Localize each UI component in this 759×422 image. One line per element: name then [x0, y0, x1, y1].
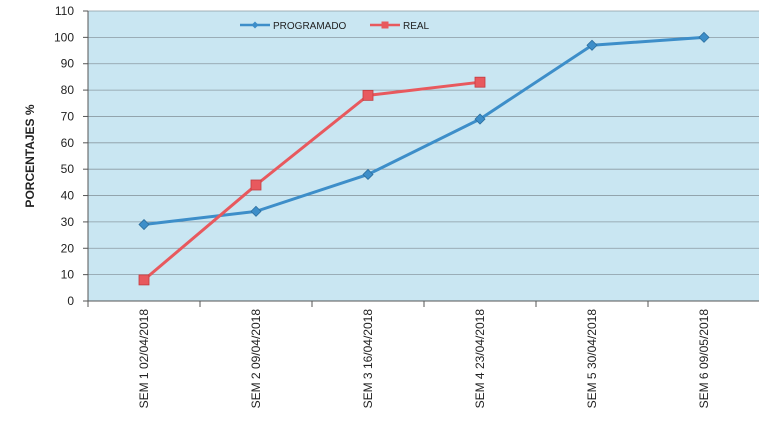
- data-point: [250, 179, 262, 191]
- data-point: [250, 205, 262, 217]
- y-tick-label: 50: [61, 162, 75, 176]
- legend: PROGRAMADO REAL: [240, 21, 430, 32]
- legend-label: PROGRAMADO: [273, 21, 347, 32]
- legend-marker: [251, 21, 259, 29]
- y-tick-label: 110: [55, 4, 74, 18]
- x-tick-label: SEM 5 30/04/2018: [585, 309, 599, 409]
- x-tick-label: SEM 3 16/04/2018: [361, 309, 375, 409]
- x-tick-label: SEM 2 09/04/2018: [249, 309, 263, 409]
- y-tick-label: 60: [61, 136, 75, 150]
- y-tick-label: 80: [61, 83, 75, 97]
- y-tick-label: 30: [61, 215, 75, 229]
- axes: [87, 11, 759, 307]
- plot-area: [88, 11, 759, 301]
- y-tick-label: 10: [61, 268, 75, 282]
- x-tick-label: SEM 4 23/04/2018: [473, 309, 487, 409]
- data-point: [362, 168, 374, 181]
- y-tick-label: 40: [61, 189, 75, 203]
- data-point: [698, 31, 710, 43]
- legend-label: REAL: [403, 21, 430, 32]
- series-line-programado: [143, 35, 705, 227]
- x-tick-label: SEM 1 02/04/2018: [137, 309, 151, 409]
- data-point: [474, 113, 486, 125]
- y-tick-label: 20: [61, 241, 75, 255]
- y-tick-label: 90: [61, 57, 75, 71]
- y-axis-label: PORCENTAJES %: [23, 104, 37, 207]
- x-tick-label: SEM 6 09/05/2018: [697, 309, 711, 409]
- data-point: [362, 89, 374, 101]
- series-lines: [138, 31, 710, 286]
- series-line-real: [143, 80, 481, 282]
- data-point: [138, 274, 150, 286]
- y-tick-labels: 0 10 20 30 40 50 60 70 80 90 100 110: [54, 4, 88, 308]
- x-tick-labels: SEM 1 02/04/2018 SEM 2 09/04/2018 SEM 3 16…: [137, 309, 711, 409]
- legend-marker: [381, 21, 389, 29]
- y-tick-label: 70: [61, 109, 75, 123]
- data-point: [474, 76, 486, 88]
- y-tick-label: 100: [54, 30, 74, 44]
- data-point: [586, 39, 598, 51]
- y-tick-label: 0: [67, 294, 74, 308]
- data-point: [138, 218, 150, 231]
